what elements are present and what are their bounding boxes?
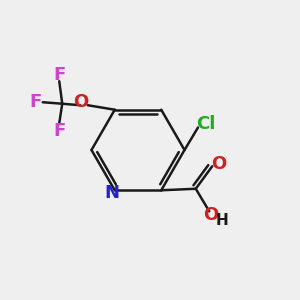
Text: N: N — [105, 184, 120, 202]
Text: F: F — [53, 66, 65, 84]
Text: O: O — [203, 206, 218, 224]
Text: O: O — [74, 93, 89, 111]
Text: H: H — [215, 213, 228, 228]
Text: F: F — [53, 122, 65, 140]
Text: O: O — [211, 155, 226, 173]
Text: Cl: Cl — [196, 115, 215, 133]
Text: F: F — [29, 93, 41, 111]
